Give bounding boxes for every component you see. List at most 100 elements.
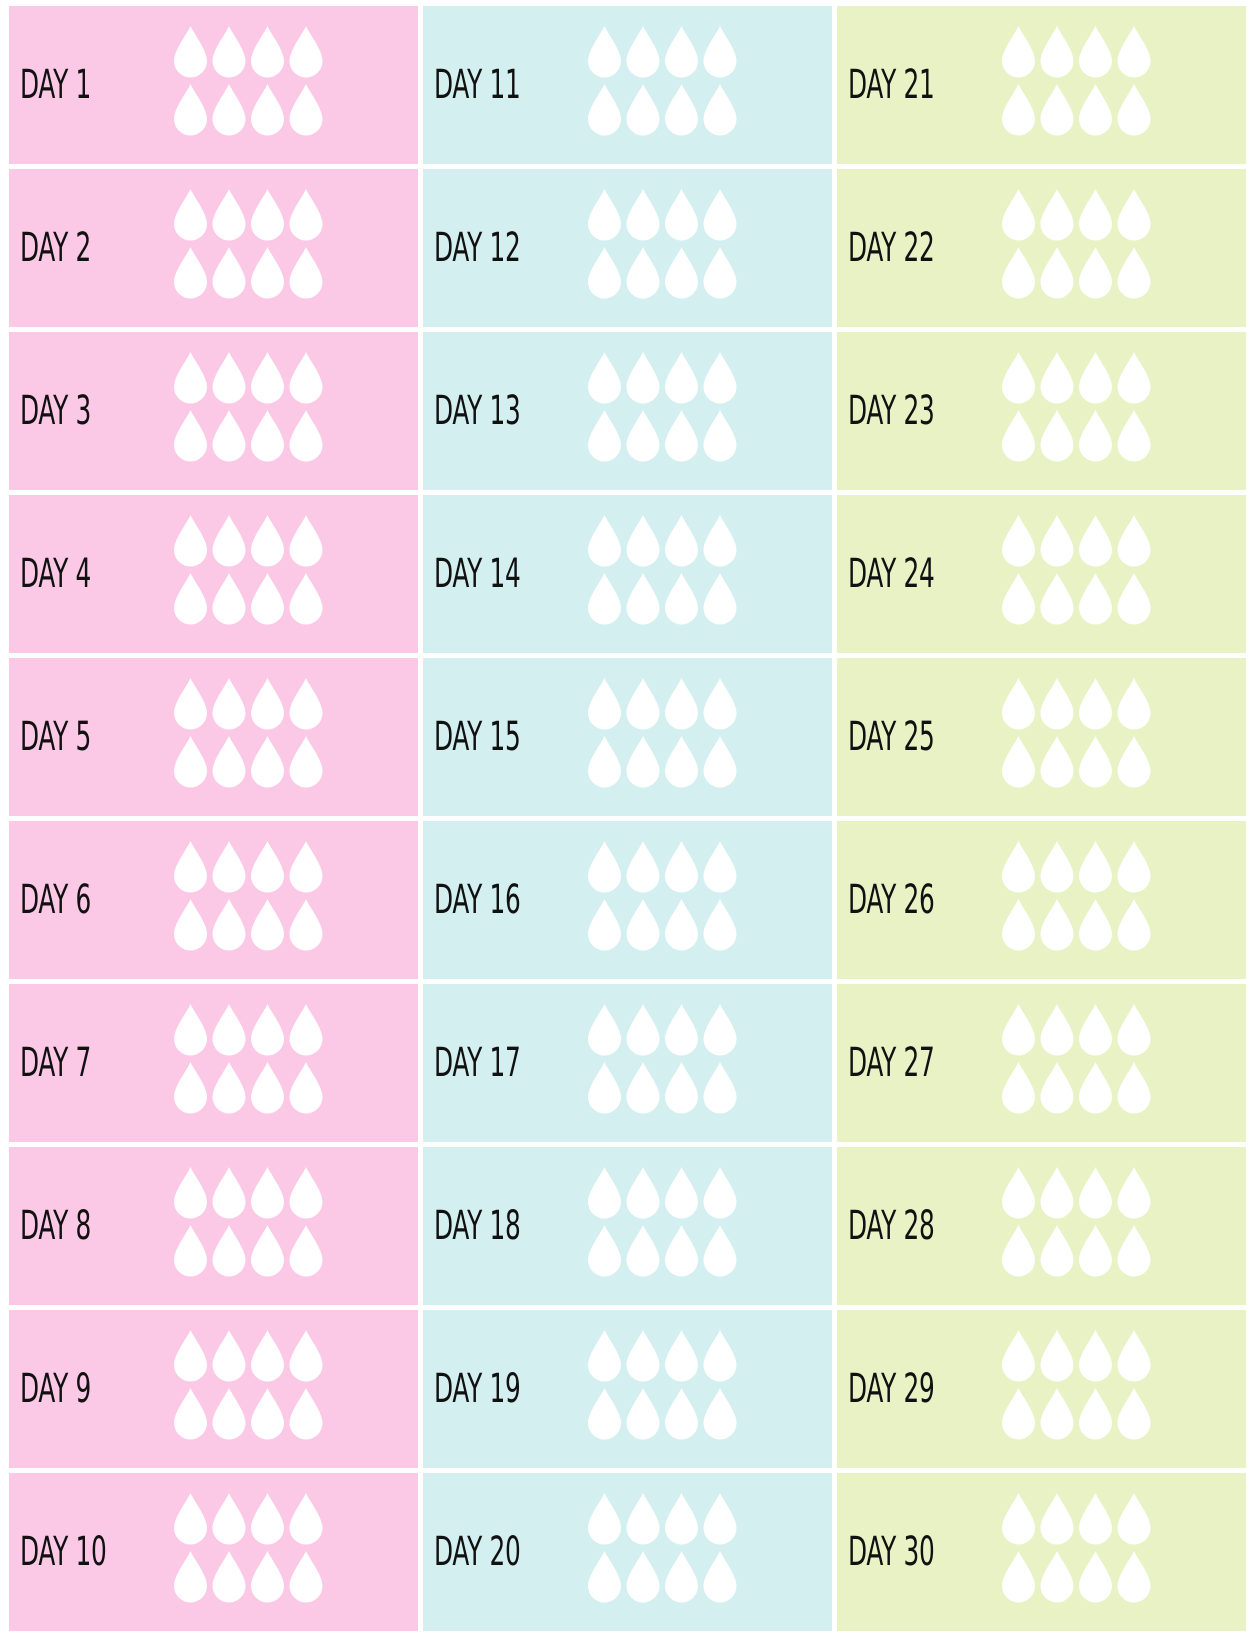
day-cell: DAY 22 (837, 169, 1246, 327)
drop-icon (1002, 1551, 1035, 1603)
drop-icon (665, 736, 698, 788)
water-drops (1002, 189, 1151, 299)
drop-icon (665, 26, 698, 78)
drop-icon (174, 352, 207, 404)
drop-icon (588, 189, 621, 241)
day-label: DAY 28 (848, 1203, 935, 1249)
drop-icon (1040, 247, 1074, 299)
drop-icon (251, 410, 284, 462)
drop-icon (703, 841, 737, 893)
drop-icon (1002, 352, 1035, 404)
drop-icon (665, 1551, 698, 1603)
drop-icon (588, 515, 621, 567)
drop-icon (1002, 1330, 1035, 1382)
day-label: DAY 18 (434, 1203, 521, 1249)
drop-icon (703, 410, 737, 462)
drop-icon (174, 410, 207, 462)
drop-icon (251, 1330, 284, 1382)
drop-icon (626, 678, 660, 730)
drop-icon (1002, 410, 1035, 462)
drop-icon (626, 189, 660, 241)
drop-icon (588, 841, 621, 893)
drop-icon (212, 573, 246, 625)
drop-icon (588, 1225, 621, 1277)
drop-icon (665, 1004, 698, 1056)
drop-icon (703, 1004, 737, 1056)
drop-icon (212, 841, 246, 893)
water-drops (174, 1004, 323, 1114)
drop-icon (703, 247, 737, 299)
drop-icon (1079, 1551, 1112, 1603)
drop-icon (665, 247, 698, 299)
drop-icon (1040, 26, 1074, 78)
drop-icon (1002, 736, 1035, 788)
drop-icon (251, 26, 284, 78)
drop-icon (1040, 352, 1074, 404)
drop-icon (588, 1167, 621, 1219)
drop-icon (289, 1062, 323, 1114)
day-label: DAY 27 (848, 1040, 935, 1086)
day-cell: DAY 15 (423, 658, 832, 816)
water-drops (1002, 515, 1151, 625)
water-drops (1002, 1493, 1151, 1603)
drop-icon (212, 1225, 246, 1277)
drop-icon (626, 1388, 660, 1440)
drop-icon (1117, 573, 1151, 625)
drop-icon (289, 841, 323, 893)
drop-icon (1002, 1062, 1035, 1114)
drop-icon (1079, 678, 1112, 730)
drop-icon (251, 899, 284, 951)
water-drops (588, 678, 737, 788)
drop-icon (588, 899, 621, 951)
drop-icon (212, 515, 246, 567)
drop-icon (703, 189, 737, 241)
drop-icon (1079, 1062, 1112, 1114)
drop-icon (1002, 189, 1035, 241)
water-drops (174, 1493, 323, 1603)
drop-icon (212, 1388, 246, 1440)
drop-icon (665, 841, 698, 893)
drop-icon (665, 352, 698, 404)
day-cell: DAY 14 (423, 495, 832, 653)
day-cell: DAY 18 (423, 1147, 832, 1305)
drop-icon (1002, 841, 1035, 893)
drop-icon (251, 1493, 284, 1545)
drop-icon (1079, 515, 1112, 567)
drop-icon (665, 1225, 698, 1277)
drop-icon (289, 1004, 323, 1056)
drop-icon (1040, 515, 1074, 567)
drop-icon (1040, 1551, 1074, 1603)
day-cell: DAY 30 (837, 1473, 1246, 1631)
drop-icon (289, 84, 323, 136)
drop-icon (1117, 1388, 1151, 1440)
day-cell: DAY 20 (423, 1473, 832, 1631)
drop-icon (1117, 678, 1151, 730)
drop-icon (289, 189, 323, 241)
drop-icon (289, 899, 323, 951)
water-drops (174, 1330, 323, 1440)
drop-icon (212, 1004, 246, 1056)
drop-icon (174, 1493, 207, 1545)
drop-icon (212, 678, 246, 730)
drop-icon (626, 26, 660, 78)
day-label: DAY 16 (434, 877, 521, 923)
drop-icon (174, 1551, 207, 1603)
drop-icon (665, 1062, 698, 1114)
drop-icon (626, 515, 660, 567)
water-drops (174, 515, 323, 625)
drop-icon (212, 84, 246, 136)
day-label: DAY 17 (434, 1040, 521, 1086)
water-drops (174, 841, 323, 951)
day-cell: DAY 6 (9, 821, 418, 979)
drop-icon (1079, 26, 1112, 78)
drop-icon (703, 736, 737, 788)
water-drops (588, 515, 737, 625)
water-drops (1002, 352, 1151, 462)
drop-icon (1002, 1388, 1035, 1440)
water-drops (174, 678, 323, 788)
drop-icon (1117, 1225, 1151, 1277)
drop-icon (588, 352, 621, 404)
drop-icon (289, 678, 323, 730)
drop-icon (1117, 1551, 1151, 1603)
drop-icon (588, 1062, 621, 1114)
